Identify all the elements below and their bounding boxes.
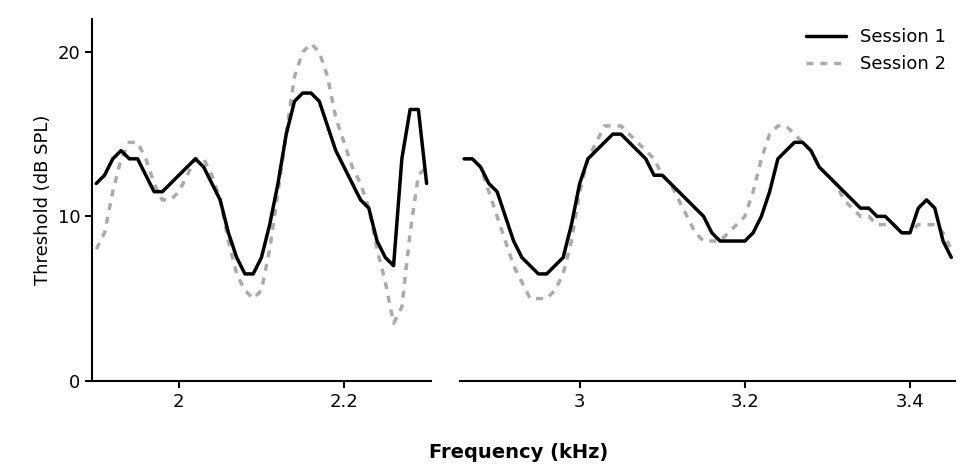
Session 2 <box>457 156 469 162</box>
Session 2 <box>640 148 651 153</box>
Session 1 <box>779 148 791 153</box>
Text: Frequency (kHz): Frequency (kHz) <box>429 443 608 462</box>
Legend: Session 1, Session 2: Session 1, Session 2 <box>805 28 946 73</box>
Session 1 <box>640 156 651 162</box>
Session 2 <box>614 123 626 129</box>
Session 1 <box>631 148 642 153</box>
Line: Session 1: Session 1 <box>463 134 951 274</box>
Session 2 <box>524 296 536 301</box>
Line: Session 2: Session 2 <box>463 126 951 298</box>
Session 2 <box>945 247 956 252</box>
Session 2 <box>590 139 602 145</box>
Session 1 <box>607 131 618 137</box>
Session 1 <box>457 156 469 162</box>
Session 2 <box>631 139 642 145</box>
Session 2 <box>598 123 610 129</box>
Y-axis label: Threshold (dB SPL): Threshold (dB SPL) <box>34 115 52 285</box>
Session 2 <box>548 288 560 293</box>
Session 1 <box>614 131 626 137</box>
Session 1 <box>590 148 602 153</box>
Session 1 <box>548 263 560 268</box>
Session 2 <box>779 123 791 129</box>
Session 1 <box>945 255 956 260</box>
Session 1 <box>532 271 544 277</box>
